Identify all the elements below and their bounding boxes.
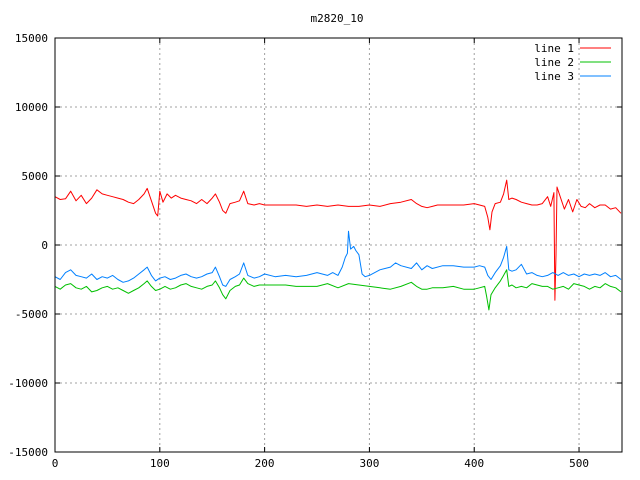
x-tick-label: 100 — [150, 457, 170, 470]
x-tick-label: 200 — [255, 457, 275, 470]
y-tick-label: 0 — [41, 239, 48, 252]
chart-title: m2820_10 — [311, 12, 364, 25]
y-tick-label: 10000 — [15, 101, 48, 114]
legend-label-3: line 3 — [534, 70, 574, 83]
x-tick-label: 0 — [52, 457, 59, 470]
y-tick-label: -5000 — [15, 308, 48, 321]
y-tick-label: 5000 — [22, 170, 49, 183]
x-tick-label: 400 — [464, 457, 484, 470]
y-tick-label: -10000 — [8, 377, 48, 390]
series-line-2 — [54, 269, 622, 311]
x-tick-label: 300 — [359, 457, 379, 470]
series-group — [54, 179, 622, 311]
x-tick-label: 500 — [569, 457, 589, 470]
y-tick-label: -15000 — [8, 446, 48, 459]
series-line-1 — [54, 179, 622, 301]
y-tick-label: 15000 — [15, 32, 48, 45]
legend-label-1: line 1 — [534, 42, 574, 55]
axis-ticks: 0 100 200 300 400 500 -15000 -10000 -5000 0 5000 10… — [8, 32, 622, 470]
grid — [55, 38, 622, 452]
legend-label-2: line 2 — [534, 56, 574, 69]
series-line-3 — [54, 230, 622, 287]
